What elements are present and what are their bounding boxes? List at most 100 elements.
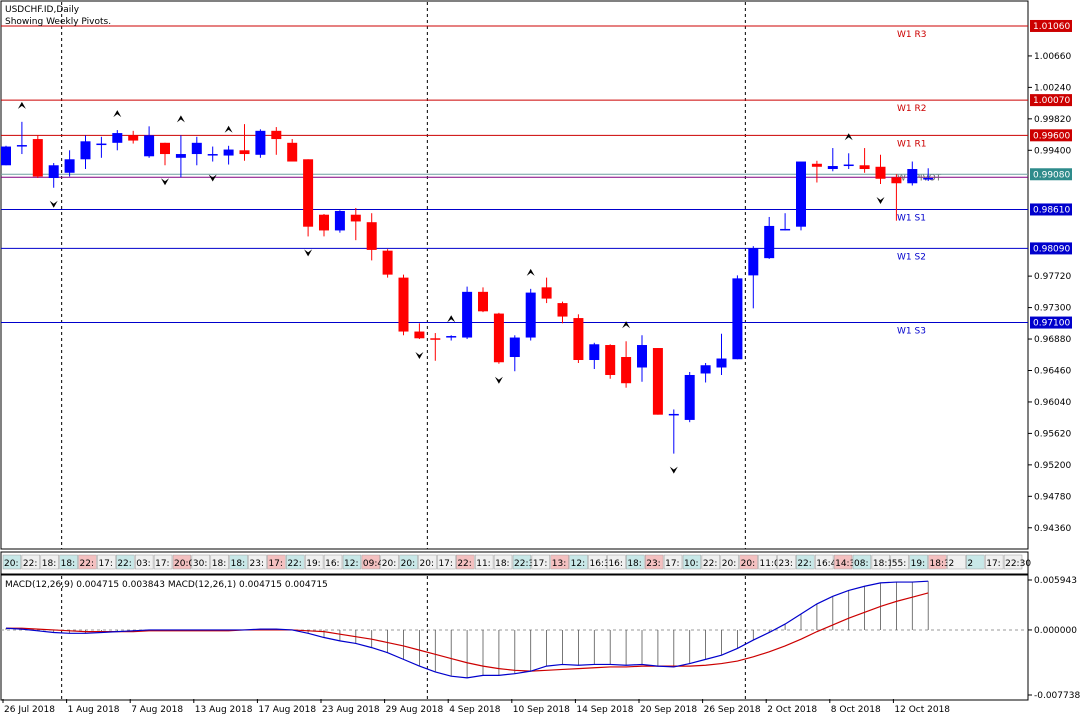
candle-body — [414, 331, 425, 339]
time-ruler-label: 17: — [986, 559, 1000, 569]
time-ruler-label: 18: — [42, 559, 56, 569]
price-tick-label: 0.99400 — [1034, 146, 1071, 156]
fractal-down-icon — [415, 352, 424, 360]
pivot-price-label: 0.98090 — [1033, 244, 1070, 254]
time-ruler-cell — [474, 554, 494, 570]
time-ruler-cell — [966, 554, 985, 570]
candle-body — [1, 146, 11, 166]
macd-main-line — [5, 580, 929, 679]
candle-body — [303, 159, 314, 227]
time-ruler-label: 18: — [212, 559, 226, 569]
candle-body — [652, 348, 663, 415]
fractal-down-icon — [669, 466, 678, 474]
candle-body — [446, 336, 457, 338]
candle-body — [589, 344, 600, 361]
candle-body — [923, 178, 934, 180]
candle-body — [319, 214, 329, 231]
time-ruler-cell — [512, 554, 532, 570]
candle-body — [732, 278, 743, 360]
time-ruler-cell — [229, 554, 248, 570]
candle-body — [32, 139, 43, 177]
time-ruler-label: 22:30 — [514, 559, 540, 569]
chart-subtitle: Showing Weekly Pivots. — [5, 17, 111, 27]
candle-body — [493, 313, 504, 363]
price-tick-label: 0.99820 — [1034, 115, 1071, 125]
time-ruler-cell — [984, 554, 1004, 570]
candle-body — [796, 161, 806, 227]
time-ruler-cell — [871, 554, 891, 570]
fractal-up-icon — [622, 321, 631, 329]
time-ruler-cell — [739, 554, 758, 570]
time-ruler-label: 22: — [117, 559, 131, 569]
pivot-lines: W1 R3 1.01060 W1 R2 1.00070 W1 R1 0.99600 W1 S… — [1, 19, 1072, 337]
pivot-label: W1 R2 — [897, 104, 926, 114]
macd-title: MACD(12,26,9) 0.004715 0.003843 MACD(12,… — [5, 580, 328, 590]
price-tick-label: 0.94780 — [1034, 492, 1071, 502]
time-ruler-label: 12: — [344, 559, 358, 569]
time-ruler-cell — [437, 554, 456, 570]
time-ruler-cell — [286, 554, 305, 570]
current-price-label: 0.99080 — [1033, 170, 1070, 180]
main-price-axis: 1.00660 1.00240 0.99820 0.99400 0.97720 0.973… — [1028, 52, 1071, 534]
time-ruler-label: 10: — [684, 559, 698, 569]
candle-body — [700, 365, 711, 374]
time-ruler-cell — [418, 554, 437, 570]
time-ruler-label: 18: — [627, 559, 641, 569]
date-tick-label: 7 Aug 2018 — [131, 705, 183, 715]
candle-body — [366, 222, 377, 250]
macd-panel: 0.005943 0.000000 -0.007738 — [1, 576, 1080, 701]
time-ruler-label: 22: — [457, 559, 471, 569]
fractal-down-icon — [876, 197, 885, 205]
time-ruler-label: 18: — [495, 559, 509, 569]
time-ruler-label: 19: — [911, 559, 925, 569]
candle-body — [287, 142, 298, 162]
time-ruler-label: 22: — [287, 559, 301, 569]
fractal-down-icon — [208, 174, 217, 182]
candle-body — [80, 141, 91, 160]
time-ruler-label: 03: — [136, 559, 150, 569]
candle-body — [16, 145, 27, 147]
candle-body — [891, 177, 902, 184]
fractal-down-icon — [161, 178, 169, 186]
date-tick-label: 8 Oct 2018 — [831, 705, 881, 715]
macd-signal-line — [6, 592, 929, 672]
price-tick-label: 0.96040 — [1034, 398, 1071, 408]
time-ruler-cell — [947, 554, 966, 570]
fractal-up-icon — [113, 110, 122, 118]
time-ruler-label: 16:30 — [590, 559, 616, 569]
time-ruler-cell — [361, 554, 381, 570]
pivot-label: W1 R3 — [897, 30, 926, 40]
time-ruler-label: 11: — [476, 559, 490, 569]
time-ruler-label: 17: — [98, 559, 112, 569]
time-ruler-cell — [116, 554, 135, 570]
fractal-up-icon — [224, 125, 233, 133]
time-ruler-cell — [569, 554, 588, 570]
candle-body — [875, 166, 886, 179]
time-ruler-label: 13: — [552, 559, 566, 569]
price-tick-label: 0.95200 — [1034, 461, 1071, 471]
candle-body — [271, 130, 282, 140]
pivot-price-badge — [1030, 316, 1072, 329]
time-ruler-label: 20: — [420, 559, 434, 569]
date-tick-label: 13 Aug 2018 — [195, 705, 253, 715]
fractal-down-icon — [304, 249, 313, 257]
candle-body — [398, 277, 409, 332]
time-ruler-cell — [758, 554, 777, 570]
candle-body — [64, 159, 75, 173]
time-ruler-cell — [531, 554, 551, 570]
candle-body — [207, 154, 218, 156]
time-ruler-cell — [890, 554, 909, 570]
time-ruler-cell — [682, 554, 702, 570]
candle-body — [334, 210, 345, 231]
pivot-price-label: 1.01060 — [1033, 22, 1070, 32]
pivot-label: W1 S1 — [897, 213, 926, 223]
candle-body — [716, 358, 727, 368]
time-ruler-cell — [97, 554, 116, 570]
macd-tick-label: -0.007738 — [1034, 691, 1080, 701]
date-tick-label: 17 Aug 2018 — [258, 705, 316, 715]
time-ruler-label: 2 — [948, 559, 954, 569]
week-separators — [61, 2, 746, 699]
time-ruler-label: 11:00 — [760, 559, 786, 569]
candle-body — [668, 413, 679, 416]
